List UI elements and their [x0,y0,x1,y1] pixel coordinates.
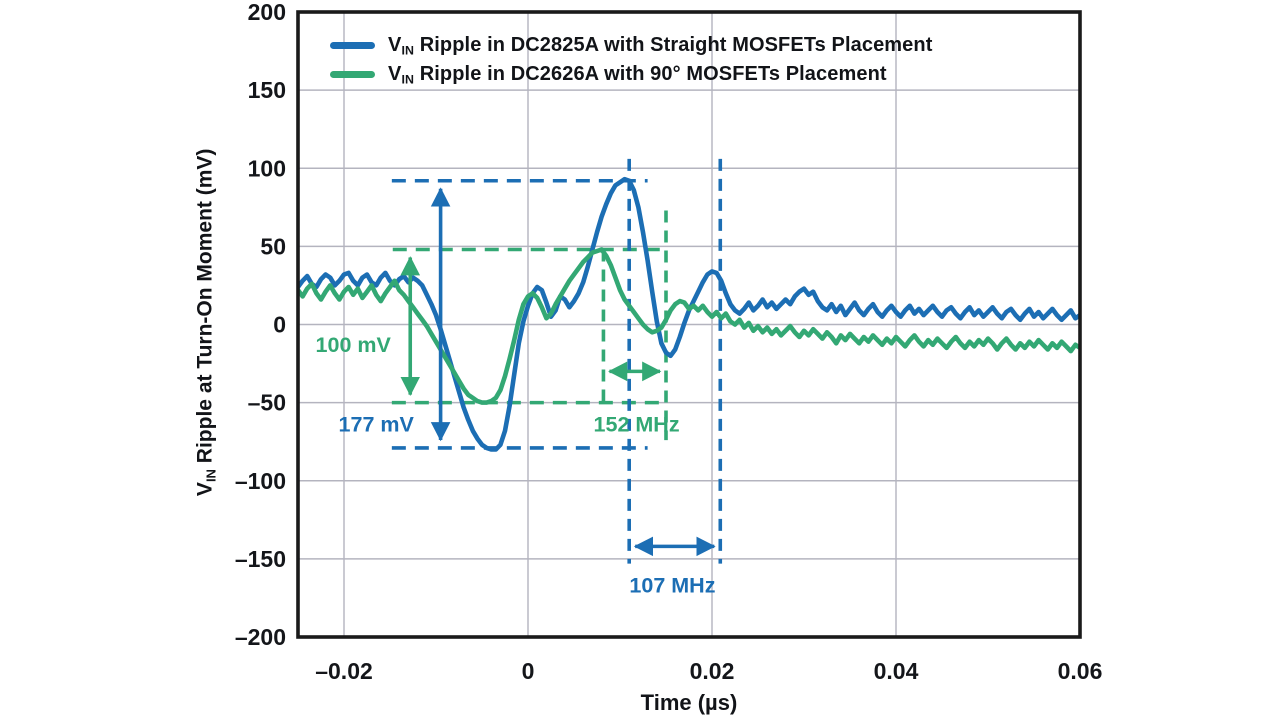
y-axis-title: VIN Ripple at Turn-On Moment (mV) [193,148,219,497]
y-tick-label: 50 [260,233,286,259]
x-tick-label: 0.02 [690,658,735,684]
x-axis-title: Time (µs) [640,690,738,715]
measurement-label: 100 mV [316,333,392,357]
x-tick-label: 0 [522,658,535,684]
legend-swatch-blue-icon [330,42,375,49]
measurement-label: 152 MHz [594,413,680,437]
y-tick-label: 200 [248,0,286,25]
measurement-label: 107 MHz [629,573,715,597]
gridlines [298,11,1081,638]
waveform-1 [298,247,1080,405]
legend-label-dc2825a: VIN Ripple in DC2825A with Straight MOSF… [388,33,933,58]
y-tick-label: –200 [235,624,286,650]
tick-labels: –200 –150 –100 –50 0 50 100 150 200 –0.02 0 0.02 0.0… [235,0,1103,684]
x-tick-label: –0.02 [315,658,373,684]
legend-item-dc2626a: VIN Ripple in DC2626A with 90° MOSFETs P… [330,61,932,88]
legend-item-dc2825a: VIN Ripple in DC2825A with Straight MOSF… [330,32,932,59]
waveforms [298,176,1080,452]
x-tick-label: 0.06 [1058,658,1103,684]
y-tick-label: 100 [248,155,286,181]
measurement-arrows [400,187,716,557]
y-tick-label: 150 [248,77,286,103]
y-tick-label: –50 [248,390,286,416]
measurement-label: 177 mV [339,413,415,437]
legend-label-dc2626a: VIN Ripple in DC2626A with 90° MOSFETs P… [388,62,887,87]
annotation-labels: 100 mV 177 mV 152 MHz 107 MHz [316,333,716,598]
x-tick-label: 0.04 [874,658,919,684]
legend: VIN Ripple in DC2825A with Straight MOSF… [330,32,932,88]
annotation-dashed-lines [391,158,723,564]
plot-border [296,10,1082,639]
y-tick-label: –100 [235,468,286,494]
y-tick-label: –150 [235,546,286,572]
legend-swatch-green-icon [330,71,375,78]
y-tick-label: 0 [273,312,286,338]
